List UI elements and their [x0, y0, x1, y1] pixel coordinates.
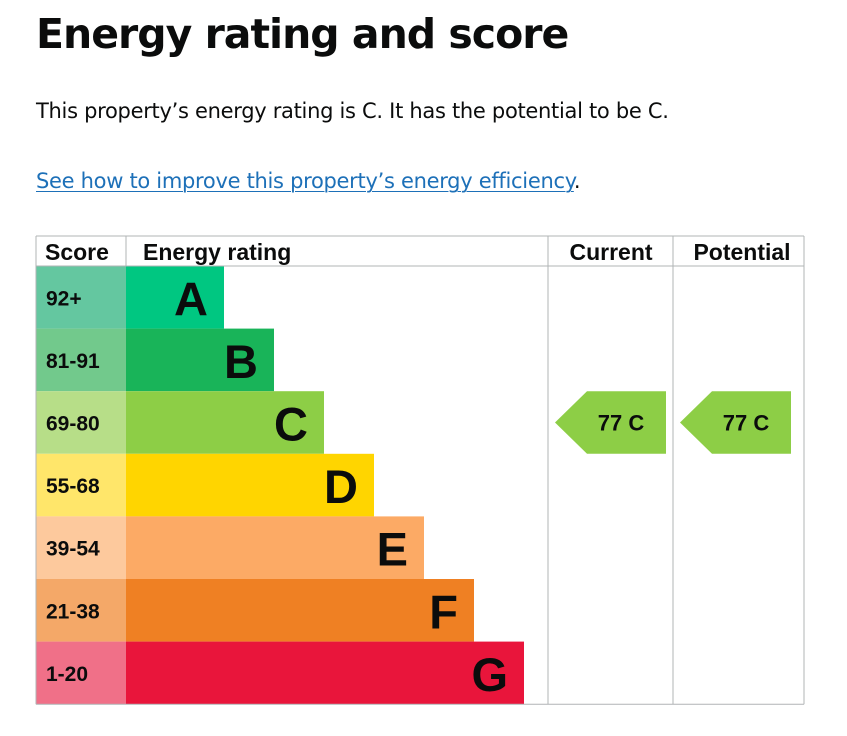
rating-bar-c	[126, 391, 324, 454]
rating-letter-e: E	[377, 523, 408, 576]
rating-letter-d: D	[324, 460, 358, 513]
rating-bar-d	[126, 453, 374, 517]
improve-link-suffix: .	[573, 169, 581, 193]
rating-letter-c: C	[274, 398, 308, 451]
energy-rating-summary: This property’s energy rating is C. It h…	[36, 99, 669, 123]
score-range-c: 69-80	[46, 413, 100, 436]
rating-letter-g: G	[471, 648, 508, 701]
rating-letter-b: B	[224, 335, 258, 388]
potential-rating-label: 77 C	[723, 411, 770, 436]
score-range-e: 39-54	[46, 538, 100, 561]
score-cell-c	[36, 391, 126, 454]
rating-bar-a	[126, 266, 224, 329]
bands-layer: 92+ A 81-91 B 69-80 C 55-68 D 39-54 E 21-38 F 1-20 G	[36, 266, 524, 705]
header-current: Current	[569, 239, 652, 265]
score-range-g: 1-20	[46, 663, 88, 686]
improve-paragraph: See how to improve this property’s energ…	[36, 169, 581, 193]
chart-header-row	[36, 236, 804, 266]
score-cell-a	[36, 266, 126, 329]
score-cell-b	[36, 328, 126, 392]
header-potential: Potential	[693, 239, 790, 265]
grid-lines	[35, 235, 805, 705]
rating-bar-e	[126, 516, 424, 579]
score-cell-e	[36, 516, 126, 579]
page-title: Energy rating and score	[36, 10, 569, 58]
rating-letter-f: F	[429, 585, 458, 638]
score-cell-f	[36, 579, 126, 642]
score-cell-g	[36, 641, 126, 705]
rating-bar-f	[126, 579, 474, 642]
potential-rating-arrow	[680, 391, 791, 454]
current-rating-arrow	[555, 391, 666, 454]
header-score: Score	[45, 239, 109, 265]
score-range-d: 55-68	[46, 475, 100, 498]
score-range-f: 21-38	[46, 600, 100, 623]
score-range-a: 92+	[46, 287, 82, 310]
improve-efficiency-link[interactable]: See how to improve this property’s energ…	[36, 169, 574, 193]
indicators-layer: 77 C 77 C	[555, 391, 791, 454]
rating-bar-b	[126, 328, 274, 392]
header-energy-rating: Energy rating	[143, 239, 291, 265]
score-range-b: 81-91	[46, 350, 100, 373]
rating-bar-g	[126, 641, 524, 705]
rating-letter-a: A	[174, 272, 208, 325]
current-rating-label: 77 C	[598, 411, 645, 436]
score-cell-d	[36, 453, 126, 517]
